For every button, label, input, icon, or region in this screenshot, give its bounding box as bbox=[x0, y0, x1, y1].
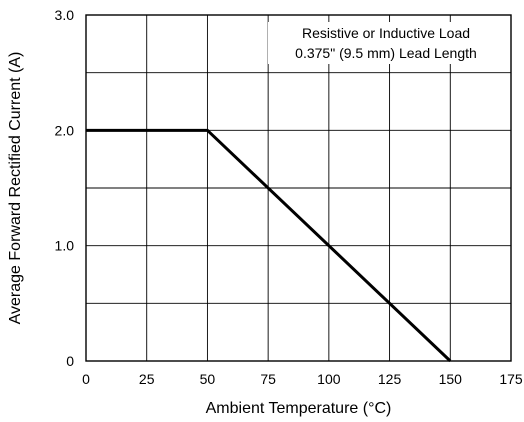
y-tick-label: 1.0 bbox=[55, 238, 75, 254]
series-layer bbox=[86, 128, 452, 363]
annotation-background bbox=[268, 22, 504, 64]
y-tick-label: 2.0 bbox=[55, 122, 75, 138]
x-tick-label: 25 bbox=[139, 371, 155, 387]
x-axis-label: Ambient Temperature (°C) bbox=[206, 400, 392, 417]
x-tick-label: 100 bbox=[317, 371, 341, 387]
y-tick-labels: 0 1.0 2.0 3.0 bbox=[55, 7, 75, 369]
annotation-load-type: Resistive or Inductive Load bbox=[302, 25, 470, 41]
plot-frame bbox=[85, 14, 512, 362]
x-tick-label: 175 bbox=[499, 371, 523, 387]
grid-lines bbox=[86, 15, 511, 361]
derating-curve bbox=[86, 128, 452, 363]
y-axis-label: Average Forward Rectified Current (A) bbox=[7, 52, 24, 325]
x-tick-label: 50 bbox=[200, 371, 216, 387]
x-tick-label: 75 bbox=[260, 371, 276, 387]
y-tick-label: 0 bbox=[66, 353, 74, 369]
y-tick-label: 3.0 bbox=[55, 7, 75, 23]
x-tick-labels: 0 25 50 75 100 125 150 175 bbox=[82, 371, 523, 387]
x-tick-label: 0 bbox=[82, 371, 90, 387]
x-tick-label: 125 bbox=[378, 371, 402, 387]
x-tick-label: 150 bbox=[439, 371, 463, 387]
annotation-lead-length: 0.375" (9.5 mm) Lead Length bbox=[295, 45, 477, 61]
